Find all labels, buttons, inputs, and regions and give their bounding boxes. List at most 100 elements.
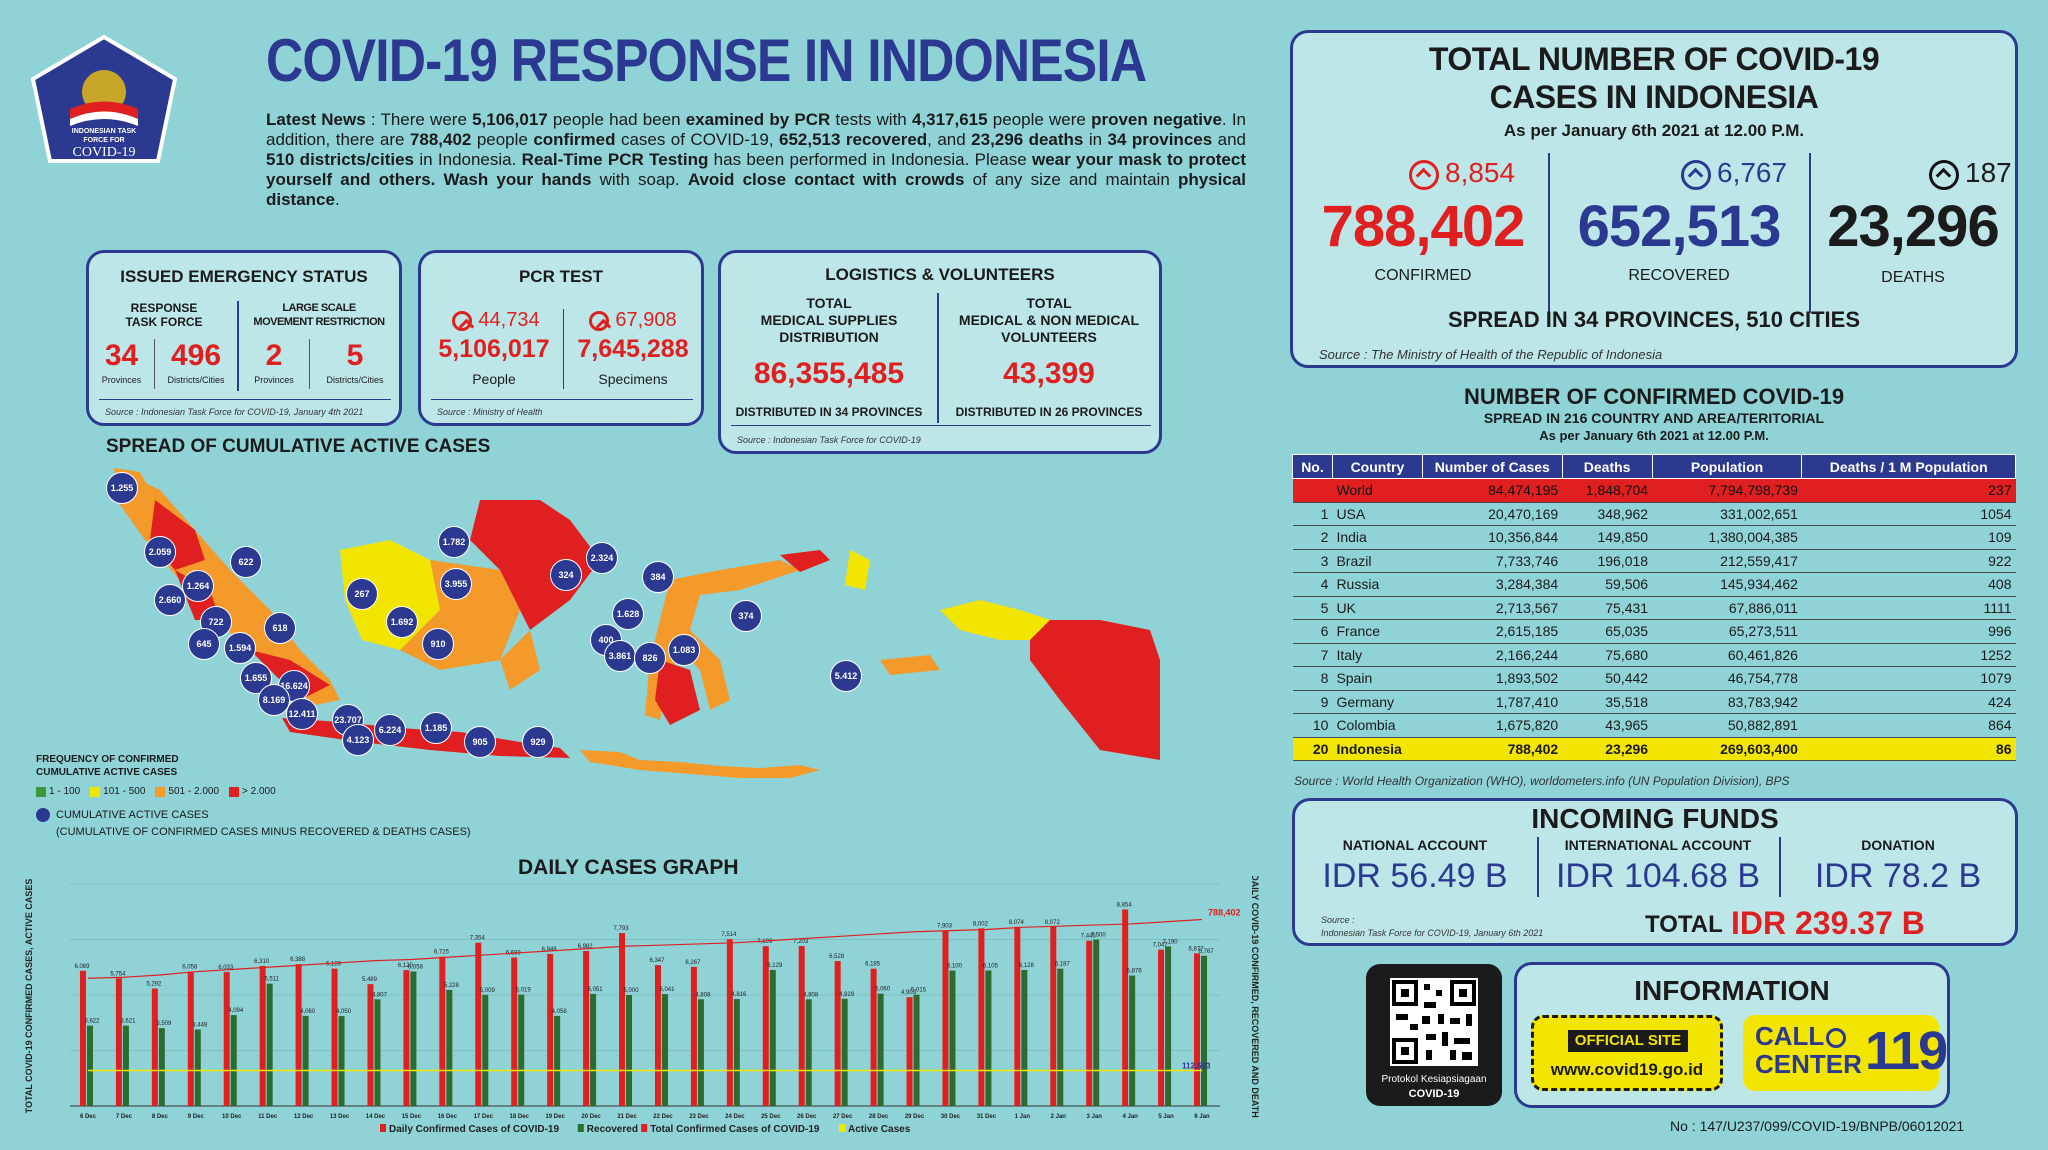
total-title-line2: CASES IN INDONESIA [1489,79,1819,115]
daily-confirmed-label: 6,528 [829,954,845,960]
legend-label: 101 - 500 [103,786,146,797]
table-cell: 4 [1292,572,1333,597]
international-account-label: INTERNATIONAL ACCOUNT [1564,837,1752,853]
daily-confirmed-bar [79,970,86,1106]
table-cell: 75,431 [1562,596,1653,620]
daily-confirmed-bar [1050,926,1057,1106]
legend-swatch [90,786,101,797]
table-cell: 3 [1292,549,1333,573]
table-cell: Indonesia [1332,737,1423,761]
recovered-label: 6,128 [1019,963,1035,969]
pcr-source: Source : Ministry of Health [437,407,543,417]
news-segment: 23,296 deaths [971,130,1084,149]
recovered-bar [338,1016,345,1106]
table-cell: 86 [1801,737,2016,761]
x-tick-label: 6 Dec [80,1114,97,1120]
recovered-label: 4,050 [336,1009,352,1015]
daily-confirmed-bar [762,946,769,1106]
total-confirmed-end-label: 788,402 [1208,908,1241,918]
table-cell: 864 [1801,713,2016,738]
recovered-label: 4,058 [552,1009,568,1015]
table-cell: 67,886,011 [1652,596,1802,620]
qr-code-card[interactable]: Protokol Kesiapsiagaan COVID-19 [1366,964,1502,1106]
x-tick-label: 13 Dec [330,1114,350,1120]
recovered-label: 3,509 [156,1021,172,1027]
confirmed-value: 788,402 [1321,194,1526,259]
active-cases-bubble: 12.411 [286,698,318,730]
chart-legend-swatch [839,1124,845,1132]
table-row: 9 Germany 1,787,410 35,518 83,783,942 424 [1292,690,2016,714]
table-cell: 2 [1292,525,1333,550]
table-cell: Spain [1332,666,1423,691]
legend-dot-label: CUMULATIVE ACTIVE CASES [56,809,209,821]
daily-confirmed-bar [151,988,158,1106]
news-segment: , and [927,130,972,149]
news-segment: in [1083,130,1108,149]
call-center-button[interactable]: CALL CENTER 119 [1743,1015,1948,1091]
chart-legend-swatch [641,1124,648,1132]
recovered-bar [626,995,633,1106]
x-tick-label: 10 Dec [222,1114,242,1120]
x-tick-label: 5 Jan [1158,1114,1174,1120]
recovered-label: 4,829 [839,992,855,998]
international-account-value: IDR 104.68 B [1555,857,1761,895]
volunteers-footer: DISTRIBUTED IN 26 PROVINCES [955,405,1143,419]
table-cell: 83,783,942 [1652,690,1802,714]
increase-arrow-icon [589,310,610,331]
table-cell [1292,478,1333,503]
table-cell: 60,461,826 [1652,643,1802,667]
news-segment: proven negative [1091,110,1222,129]
world-title: NUMBER OF CONFIRMED COVID-19 [1463,384,1845,409]
table-cell: Colombia [1332,713,1423,738]
confirmed-label: CONFIRMED [1374,267,1472,284]
table-cell: 7 [1292,643,1333,667]
x-tick-label: 18 Dec [510,1114,530,1120]
table-row: 7 Italy 2,166,244 75,680 60,461,826 1252 [1292,643,2016,667]
table-cell: India [1332,525,1423,550]
x-tick-label: 1 Jan [1015,1114,1031,1120]
table-cell: 35,518 [1562,690,1653,714]
map-legend: 1 - 100 101 - 500 501 - 2.000 > 2.000 [36,786,276,797]
increase-arrow-icon [1681,159,1711,190]
psbb-provinces-label: Provinces [254,375,294,385]
latest-news: Latest News : There were 5,106,017 peopl… [266,110,1246,210]
recovered-value: 652,513 [1577,194,1782,259]
daily-confirmed-bar [403,970,410,1106]
table-cell: World [1332,478,1423,503]
daily-confirmed-bar [187,971,194,1106]
recovered-bar [590,993,597,1106]
news-segment: has been performed in Indonesia. Please [708,150,1032,169]
daily-confirmed-bar [1014,926,1021,1106]
daily-confirmed-label: 8,072 [1045,920,1061,926]
table-row: 10 Colombia 1,675,820 43,965 50,882,891 864 [1292,713,2016,738]
recovered-label: 5,041 [659,987,675,993]
recovered-label: 6,129 [767,963,783,969]
recovered-bar [877,993,884,1106]
official-site-button[interactable]: OFFICIAL SITE www.covid19.go.id [1531,1015,1723,1091]
recovered-label: 5,228 [444,983,460,989]
table-header: No. [1292,454,1333,479]
daily-confirmed-bar [942,930,949,1106]
legend-title-line2: CUMULATIVE ACTIVE CASES [36,767,178,778]
daily-confirmed-bar [367,984,374,1106]
news-segment: with soap. [591,170,688,189]
table-cell: 424 [1801,690,2016,714]
active-cases-bubble: 2.660 [154,584,186,616]
recovered-bar [122,1025,129,1106]
world-subtitle: SPREAD IN 216 COUNTRY AND AREA/TERITORIA… [1483,410,1825,426]
recovered-bar [86,1025,93,1106]
logistics-title: LOGISTICS & VOLUNTEERS [825,265,1055,284]
daily-confirmed-bar [834,961,841,1106]
table-cell: Italy [1332,643,1423,667]
daily-confirmed-label: 7,903 [937,924,953,930]
active-cases-bubble: 5.412 [830,660,862,692]
incoming-funds-panel: INCOMING FUNDS NATIONAL ACCOUNT IDR 56.4… [1292,798,2018,946]
page-title: COVID-19 RESPONSE IN INDONESIA [266,27,1147,94]
table-cell: 212,559,417 [1652,549,1802,573]
response-task-force-header: RESPONSE TASK FORCE [125,301,203,329]
recovered-bar [697,999,704,1106]
legend-label: > 2.000 [242,786,276,797]
legend-dot-note: (CUMULATIVE OF CONFIRMED CASES MINUS REC… [56,826,471,838]
table-cell: 10,356,844 [1422,525,1563,550]
call-center-label-line2: CENTER [1755,1049,1862,1079]
